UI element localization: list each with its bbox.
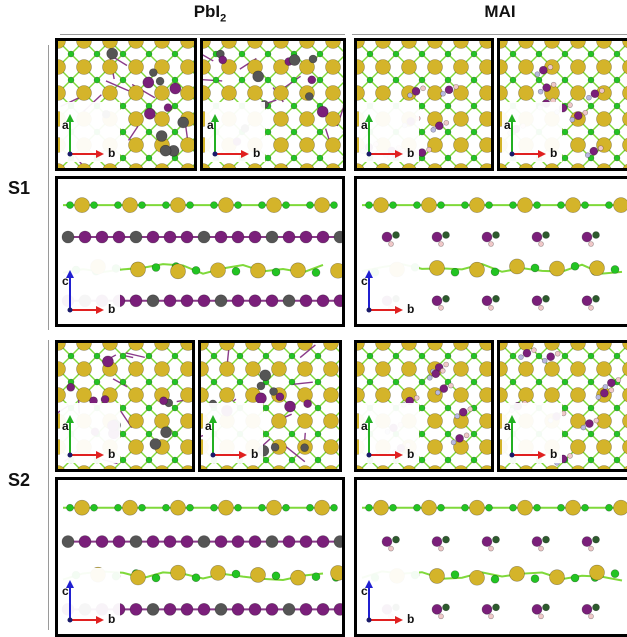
- row-bracket-s1: [48, 45, 49, 330]
- axis-label-vertical: a: [504, 118, 511, 132]
- axis-label-vertical: c: [62, 584, 69, 598]
- axis-label-horizontal: b: [251, 447, 259, 461]
- axis-label-vertical: a: [361, 118, 368, 132]
- row-bracket-s2: [48, 340, 49, 630]
- axis-label-horizontal: b: [108, 146, 116, 160]
- axis-label-horizontal: b: [108, 302, 116, 316]
- header-pbi2-main: PbI: [193, 2, 221, 21]
- atomic-structure-side-view: [361, 499, 627, 620]
- axis-label-vertical: a: [62, 419, 69, 433]
- header-pbi2-underline: [60, 34, 345, 35]
- axis-label-vertical: a: [207, 118, 214, 132]
- header-mai-underline: [352, 34, 627, 35]
- header-mai: MAI: [484, 2, 516, 21]
- axis-label-horizontal: b: [253, 146, 261, 160]
- axis-label-vertical: a: [62, 118, 69, 132]
- row-label-s1: S1: [8, 178, 31, 198]
- axis-label-horizontal: b: [407, 612, 415, 626]
- axis-label-vertical: c: [361, 584, 368, 598]
- axis-label-horizontal: b: [550, 447, 558, 461]
- axis-label-horizontal: b: [108, 612, 116, 626]
- axis-label-vertical: c: [361, 274, 368, 288]
- axis-label-vertical: a: [361, 419, 368, 433]
- axis-label-horizontal: b: [407, 146, 415, 160]
- axis-label-horizontal: b: [407, 447, 415, 461]
- axis-label-vertical: c: [62, 274, 69, 288]
- row-label-s2: S2: [8, 470, 31, 490]
- header-pbi2: PbI2: [150, 2, 270, 24]
- axis-label-vertical: a: [504, 419, 511, 433]
- axis-label-horizontal: b: [108, 447, 116, 461]
- axis-label-horizontal: b: [407, 302, 415, 316]
- header-pbi2-sub: 2: [220, 12, 227, 25]
- axis-label-horizontal: b: [550, 146, 558, 160]
- axis-label-vertical: a: [205, 419, 212, 433]
